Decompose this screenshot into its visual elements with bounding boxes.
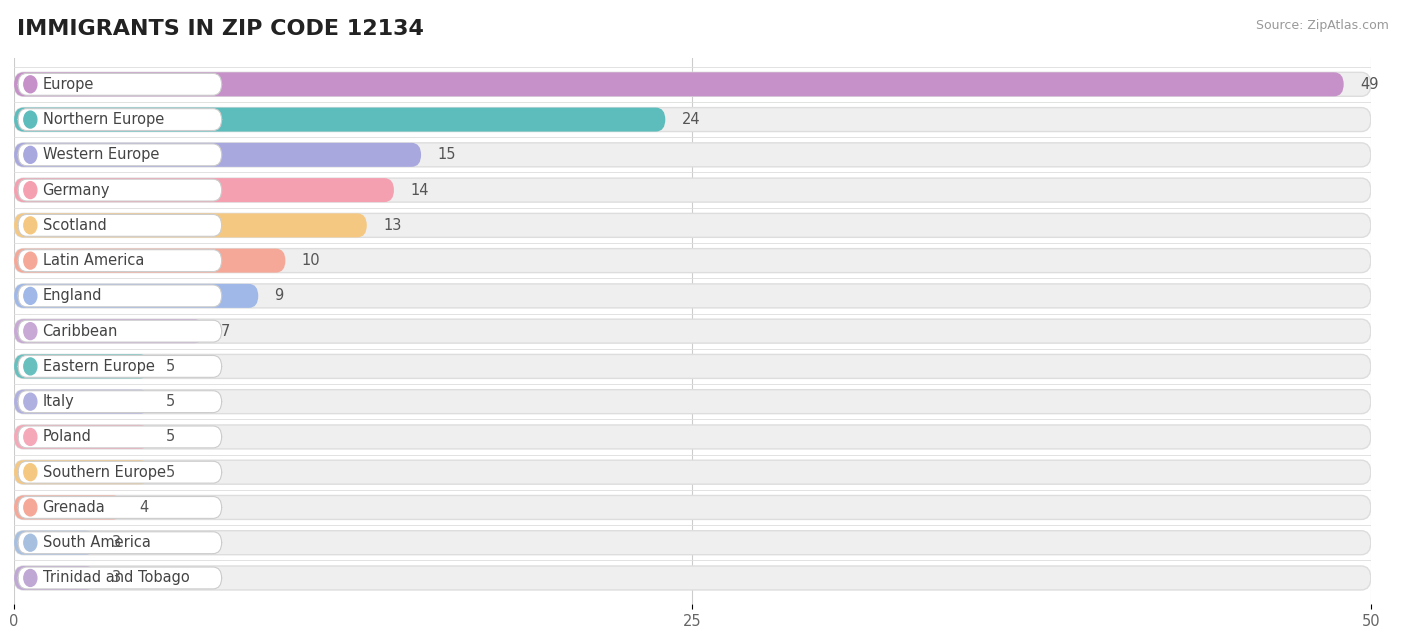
- FancyBboxPatch shape: [14, 460, 150, 484]
- FancyBboxPatch shape: [14, 354, 1371, 378]
- Text: 3: 3: [111, 570, 121, 586]
- FancyBboxPatch shape: [14, 390, 1371, 413]
- FancyBboxPatch shape: [14, 496, 122, 520]
- FancyBboxPatch shape: [14, 213, 367, 237]
- Text: Northern Europe: Northern Europe: [42, 112, 165, 127]
- FancyBboxPatch shape: [14, 213, 1371, 237]
- FancyBboxPatch shape: [18, 426, 222, 448]
- Text: 24: 24: [682, 112, 700, 127]
- FancyBboxPatch shape: [14, 530, 1371, 555]
- Text: 5: 5: [166, 394, 176, 409]
- FancyBboxPatch shape: [18, 320, 222, 342]
- Text: Germany: Germany: [42, 183, 110, 197]
- FancyBboxPatch shape: [18, 391, 222, 413]
- FancyBboxPatch shape: [14, 319, 204, 343]
- Text: Scotland: Scotland: [42, 218, 107, 233]
- Text: 15: 15: [437, 147, 456, 162]
- FancyBboxPatch shape: [14, 143, 1371, 167]
- FancyBboxPatch shape: [14, 354, 150, 378]
- Circle shape: [24, 217, 37, 234]
- FancyBboxPatch shape: [14, 107, 1371, 132]
- Text: Caribbean: Caribbean: [42, 323, 118, 339]
- FancyBboxPatch shape: [14, 143, 422, 167]
- Text: 3: 3: [111, 535, 121, 550]
- FancyBboxPatch shape: [14, 284, 1371, 308]
- Circle shape: [24, 394, 37, 410]
- Circle shape: [24, 428, 37, 446]
- Text: 5: 5: [166, 359, 176, 374]
- Text: Latin America: Latin America: [42, 253, 143, 268]
- FancyBboxPatch shape: [18, 214, 222, 236]
- FancyBboxPatch shape: [18, 461, 222, 483]
- FancyBboxPatch shape: [14, 425, 1371, 449]
- Text: Southern Europe: Southern Europe: [42, 465, 166, 480]
- FancyBboxPatch shape: [18, 249, 222, 271]
- FancyBboxPatch shape: [14, 496, 1371, 520]
- FancyBboxPatch shape: [18, 144, 222, 166]
- Text: 5: 5: [166, 465, 176, 480]
- Text: Trinidad and Tobago: Trinidad and Tobago: [42, 570, 190, 586]
- FancyBboxPatch shape: [18, 109, 222, 131]
- Text: England: England: [42, 288, 103, 303]
- Text: Source: ZipAtlas.com: Source: ZipAtlas.com: [1256, 19, 1389, 32]
- Circle shape: [24, 147, 37, 163]
- Text: 13: 13: [382, 218, 402, 233]
- FancyBboxPatch shape: [14, 460, 1371, 484]
- FancyBboxPatch shape: [14, 107, 665, 132]
- Text: South America: South America: [42, 535, 150, 550]
- Text: 9: 9: [274, 288, 284, 303]
- Text: IMMIGRANTS IN ZIP CODE 12134: IMMIGRANTS IN ZIP CODE 12134: [17, 19, 423, 39]
- Text: 5: 5: [166, 430, 176, 444]
- Circle shape: [24, 570, 37, 586]
- Circle shape: [24, 252, 37, 269]
- FancyBboxPatch shape: [14, 319, 1371, 343]
- FancyBboxPatch shape: [18, 567, 222, 589]
- FancyBboxPatch shape: [14, 249, 1371, 273]
- FancyBboxPatch shape: [18, 356, 222, 377]
- Text: Europe: Europe: [42, 77, 94, 92]
- Circle shape: [24, 499, 37, 516]
- Text: 14: 14: [411, 183, 429, 197]
- FancyBboxPatch shape: [18, 73, 222, 95]
- Text: 4: 4: [139, 500, 148, 515]
- FancyBboxPatch shape: [14, 390, 150, 413]
- FancyBboxPatch shape: [14, 425, 150, 449]
- Text: Poland: Poland: [42, 430, 91, 444]
- FancyBboxPatch shape: [14, 249, 285, 273]
- Text: Italy: Italy: [42, 394, 75, 409]
- Text: 49: 49: [1360, 77, 1378, 92]
- Circle shape: [24, 111, 37, 128]
- Circle shape: [24, 76, 37, 93]
- Text: Eastern Europe: Eastern Europe: [42, 359, 155, 374]
- Text: 7: 7: [221, 323, 229, 339]
- FancyBboxPatch shape: [14, 566, 1371, 590]
- FancyBboxPatch shape: [14, 530, 96, 555]
- Circle shape: [24, 358, 37, 375]
- FancyBboxPatch shape: [14, 566, 96, 590]
- FancyBboxPatch shape: [18, 179, 222, 201]
- FancyBboxPatch shape: [18, 496, 222, 518]
- FancyBboxPatch shape: [18, 285, 222, 307]
- FancyBboxPatch shape: [14, 72, 1371, 96]
- Circle shape: [24, 323, 37, 340]
- FancyBboxPatch shape: [14, 284, 259, 308]
- Text: 10: 10: [302, 253, 321, 268]
- Text: Western Europe: Western Europe: [42, 147, 159, 162]
- Circle shape: [24, 287, 37, 304]
- FancyBboxPatch shape: [14, 178, 394, 202]
- FancyBboxPatch shape: [14, 72, 1344, 96]
- FancyBboxPatch shape: [18, 532, 222, 554]
- Text: Grenada: Grenada: [42, 500, 105, 515]
- FancyBboxPatch shape: [14, 178, 1371, 202]
- Circle shape: [24, 181, 37, 199]
- Circle shape: [24, 464, 37, 481]
- Circle shape: [24, 534, 37, 551]
